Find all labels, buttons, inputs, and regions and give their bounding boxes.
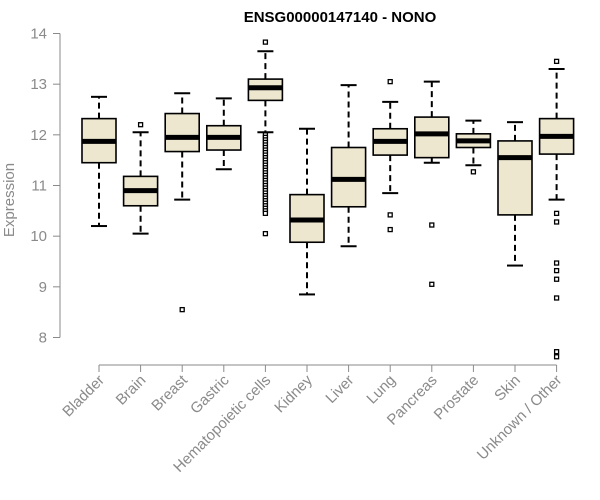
box-bladder <box>81 95 117 228</box>
box-hematopoietic-cells <box>247 39 284 237</box>
outlier-point <box>553 349 560 355</box>
iqr-box <box>497 140 533 216</box>
chart-title: ENSG00000147140 - NONO <box>244 9 437 26</box>
x-tick-label: Prostate <box>431 372 483 424</box>
outlier-point <box>387 78 393 85</box>
x-tick-label: Brain <box>113 372 150 409</box>
outlier-point <box>553 295 560 301</box>
y-tick-label: 13 <box>30 76 47 93</box>
y-tick-label: 11 <box>31 178 47 195</box>
outlier-point <box>553 354 560 360</box>
outlier-point <box>429 222 435 228</box>
box-skin <box>497 121 533 267</box>
box-gastric <box>206 97 242 171</box>
y-tick-label: 12 <box>30 127 47 144</box>
x-tick-label: Kidney <box>271 371 316 416</box>
outlier-point <box>137 122 144 128</box>
y-axis-label: Expression <box>1 163 18 237</box>
outlier-point <box>262 230 269 237</box>
x-tick-label: Breast <box>148 371 191 414</box>
x-tick-label: Bladder <box>59 372 108 421</box>
box-prostate <box>455 119 492 175</box>
outlier-point <box>387 226 393 233</box>
box-series <box>81 39 575 360</box>
iqr-box <box>164 112 200 153</box>
box-lung <box>372 78 409 233</box>
outlier-point <box>553 219 560 225</box>
outlier-point <box>262 39 269 45</box>
y-tick-label: 10 <box>30 228 47 245</box>
y-tick-label: 9 <box>39 279 47 296</box>
outlier-point <box>262 210 269 217</box>
y-axis: 8 9 10 11 12 13 14 <box>30 26 61 347</box>
box-unknown-other <box>538 58 575 360</box>
outlier-point <box>179 306 185 313</box>
outlier-point <box>553 58 560 65</box>
iqr-box <box>413 116 450 159</box>
outlier-point <box>553 260 560 266</box>
box-kidney <box>289 127 325 296</box>
box-breast <box>164 92 200 313</box>
outlier-point <box>387 212 393 218</box>
box-brain <box>122 122 159 235</box>
outlier-point <box>553 210 560 217</box>
outlier-point <box>470 169 477 175</box>
box-liver <box>330 84 367 248</box>
x-tick-label: Skin <box>491 372 524 405</box>
y-tick-label: 8 <box>39 330 47 347</box>
x-tick-label: Lung <box>363 372 399 408</box>
outlier-point <box>429 281 435 287</box>
outlier-point <box>553 276 560 282</box>
outlier-point <box>553 267 560 274</box>
y-tick-label: 14 <box>30 26 47 43</box>
box-pancreas <box>413 80 450 287</box>
x-tick-label: Liver <box>322 372 357 407</box>
